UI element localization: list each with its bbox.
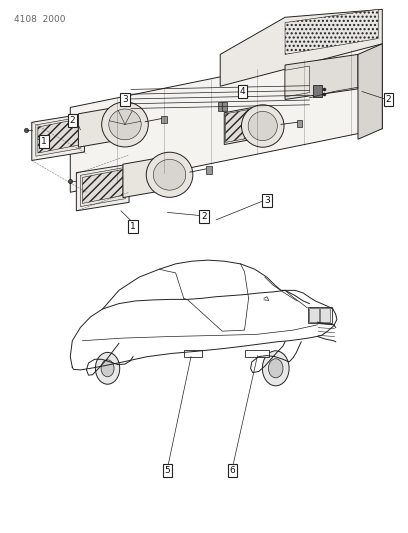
Polygon shape xyxy=(36,117,81,156)
Polygon shape xyxy=(123,158,160,198)
Text: 3: 3 xyxy=(122,95,128,104)
Bar xyxy=(297,120,302,126)
Circle shape xyxy=(101,360,114,377)
Text: 2: 2 xyxy=(69,116,75,125)
Polygon shape xyxy=(82,169,123,204)
Bar xyxy=(184,350,202,357)
Circle shape xyxy=(95,352,120,384)
Ellipse shape xyxy=(248,111,277,141)
Ellipse shape xyxy=(109,109,141,140)
Bar xyxy=(309,309,319,322)
Ellipse shape xyxy=(153,159,186,190)
Ellipse shape xyxy=(242,105,284,147)
Ellipse shape xyxy=(146,152,193,197)
Polygon shape xyxy=(224,108,253,144)
Bar xyxy=(320,309,330,322)
Bar xyxy=(313,85,322,97)
Text: 2: 2 xyxy=(386,95,391,104)
Text: 5: 5 xyxy=(165,466,171,475)
Text: 2: 2 xyxy=(201,212,207,221)
Polygon shape xyxy=(285,66,309,97)
Text: 1: 1 xyxy=(41,138,47,147)
Text: 3: 3 xyxy=(264,196,270,205)
Polygon shape xyxy=(76,164,129,211)
Bar xyxy=(244,350,269,357)
Polygon shape xyxy=(78,108,115,147)
Polygon shape xyxy=(70,44,382,192)
Circle shape xyxy=(268,359,283,378)
Circle shape xyxy=(262,351,289,386)
Ellipse shape xyxy=(102,102,148,147)
Polygon shape xyxy=(285,54,358,100)
Polygon shape xyxy=(285,10,378,54)
Bar xyxy=(222,102,227,111)
Bar xyxy=(218,102,223,111)
Bar xyxy=(206,166,212,174)
Text: 6: 6 xyxy=(229,466,235,475)
Polygon shape xyxy=(32,114,84,160)
Polygon shape xyxy=(38,119,78,153)
Text: 1: 1 xyxy=(130,222,136,231)
Polygon shape xyxy=(358,44,382,139)
Text: 4108  2000: 4108 2000 xyxy=(13,14,65,23)
Polygon shape xyxy=(220,10,382,86)
Bar xyxy=(161,116,167,123)
Polygon shape xyxy=(226,109,251,142)
Text: 4: 4 xyxy=(239,87,245,96)
Bar xyxy=(308,308,333,323)
Polygon shape xyxy=(80,167,125,207)
